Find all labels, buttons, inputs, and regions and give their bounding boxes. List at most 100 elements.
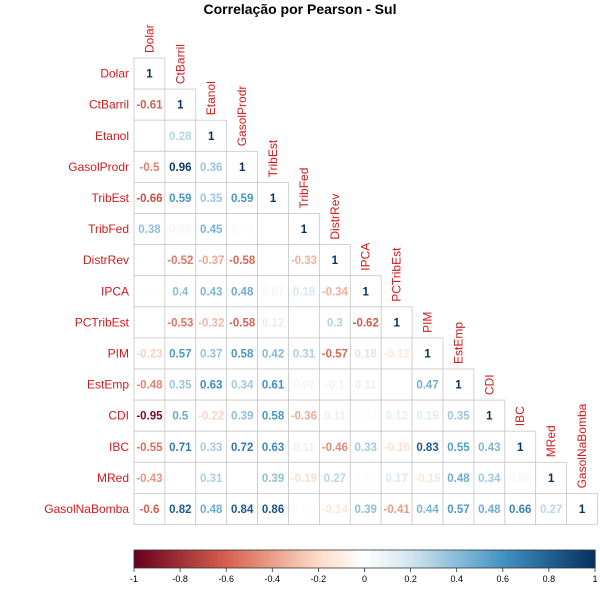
colorbar-segment [339,550,343,568]
cell-value-ibc-etanol: 0.33 [200,442,222,454]
cell-value-tribfed-gasolprodr: 0.03 [231,224,253,236]
heatmap-cell [380,430,413,463]
cell-value-tribfed-dolar: 0.38 [138,224,161,236]
heatmap-cell [226,461,258,494]
colorbar-segment [221,550,225,568]
cell-value-ibc-ipca: 0.33 [355,442,377,454]
colorbar-segment [359,550,363,568]
colorbar-segment [399,550,402,568]
colorbar-segment [433,550,437,568]
colorbar-segment [173,550,177,568]
heatmap-cell [473,399,506,432]
cell-value-gasolnabomba-pim: 0.44 [416,504,439,516]
cell-value-ipca-ipca: 1 [363,286,370,298]
column-label-pctribest: PCTribEst [390,247,404,302]
colorbar-segment [143,550,147,568]
cell-value-pim-ipca: 0.18 [355,348,378,360]
heatmap-cell [226,492,258,525]
colorbar-segment [350,550,354,568]
column-label-gasolnabomba: GasolNaBomba [575,403,589,488]
cell-value-tribest-ctbarril: 0.59 [169,193,191,205]
colorbar-segment [512,550,515,568]
colorbar-segment [161,550,165,568]
colorbar-segment [152,550,156,568]
colorbar-segment [456,550,460,568]
colorbar-segment [258,550,262,568]
colorbar-segment [514,550,518,568]
colorbar-segment [401,550,405,568]
cell-value-ibc-pctribest: -0.16 [384,442,410,454]
cell-value-pctribest-etanol: -0.32 [198,317,224,329]
colorbar-segment [482,550,485,568]
colorbar-segment [463,550,467,568]
heatmap-cell [349,306,382,339]
colorbar-segment [371,550,375,568]
cell-value-ibc-dolar: -0.55 [136,442,163,454]
row-label-dolar: Dolar [100,67,129,81]
heatmap-cell [318,430,351,463]
colorbar-segment [355,550,359,568]
colorbar-segment [415,550,419,568]
colorbar-segment [299,550,303,568]
colorbar-segment [583,550,587,568]
colorbar-segment [525,550,529,568]
colorbar-segment [184,550,188,568]
cell-value-pim-distrrev: -0.57 [322,348,348,360]
colorbar-segment [495,550,499,568]
cell-value-pctribest-distrrev: 0.3 [327,317,343,329]
cell-value-distrrev-tribfed: -0.33 [291,255,317,267]
colorbar-tick-label: -0.8 [172,574,188,584]
heatmap-cell [133,181,166,214]
heatmap-cell [318,337,351,370]
colorbar-segment [159,550,163,568]
cell-value-pctribest-tribfed: 0.01 [293,317,316,329]
cell-value-pim-tribest: 0.42 [262,348,284,360]
colorbar-segment [138,550,142,568]
colorbar-tick-label: -1 [130,574,138,584]
colorbar-segment [502,550,506,568]
colorbar-segment [145,550,149,568]
colorbar-segment [210,550,213,568]
row-label-ctbarril: CtBarril [89,98,129,112]
heatmap-cell [349,337,382,370]
cell-value-tribfed-etanol: 0.45 [200,224,223,236]
colorbar-segment [279,550,283,568]
colorbar-segment [276,550,280,568]
cell-value-mred-cdi: 0.34 [478,473,501,485]
colorbar-segment [516,550,520,568]
cell-value-ibc-cdi: 0.43 [478,442,500,454]
colorbar-segment [286,550,290,568]
cell-value-cdi-distrrev: 0.11 [324,411,346,423]
heatmap-cell [257,181,289,214]
cell-value-ipca-ctbarril: 0.4 [172,286,189,298]
colorbar-segment [348,550,352,568]
colorbar-tick-label: 0.2 [404,574,417,584]
heatmap-cell [164,244,197,277]
colorbar-segment [532,550,536,568]
colorbar-segment [576,550,580,568]
colorbar-segment [422,550,426,568]
cell-value-ipca-tribfed: 0.18 [293,286,316,298]
row-label-distrrev: DistrRev [83,253,129,267]
cell-value-gasolnabomba-distrrev: -0.14 [322,504,349,516]
cell-value-ctbarril-ctbarril: 1 [177,100,184,112]
colorbar-segment [447,550,451,568]
colorbar-segment [392,550,396,568]
cell-value-mred-estemp: 0.48 [447,473,470,485]
colorbar-segment [237,550,241,568]
heatmap-cell [288,399,320,432]
colorbar-segment [182,550,186,568]
cell-value-ipca-dolar: 0.02 [138,286,160,298]
cell-value-cdi-pim: 0.15 [416,411,439,423]
colorbar-segment [189,550,193,568]
colorbar-segment [306,550,310,568]
cell-value-cdi-cdi: 1 [486,411,493,423]
colorbar-segment [297,550,301,568]
heatmap-cell [380,337,413,370]
row-label-cdi: CDI [108,409,129,423]
colorbar-segment [352,550,356,568]
heatmap-cell [257,337,289,370]
cell-value-estemp-etanol: 0.63 [200,380,222,392]
cell-value-estemp-tribest: 0.61 [262,380,285,392]
cell-value-cdi-pctribest: 0.12 [385,411,407,423]
